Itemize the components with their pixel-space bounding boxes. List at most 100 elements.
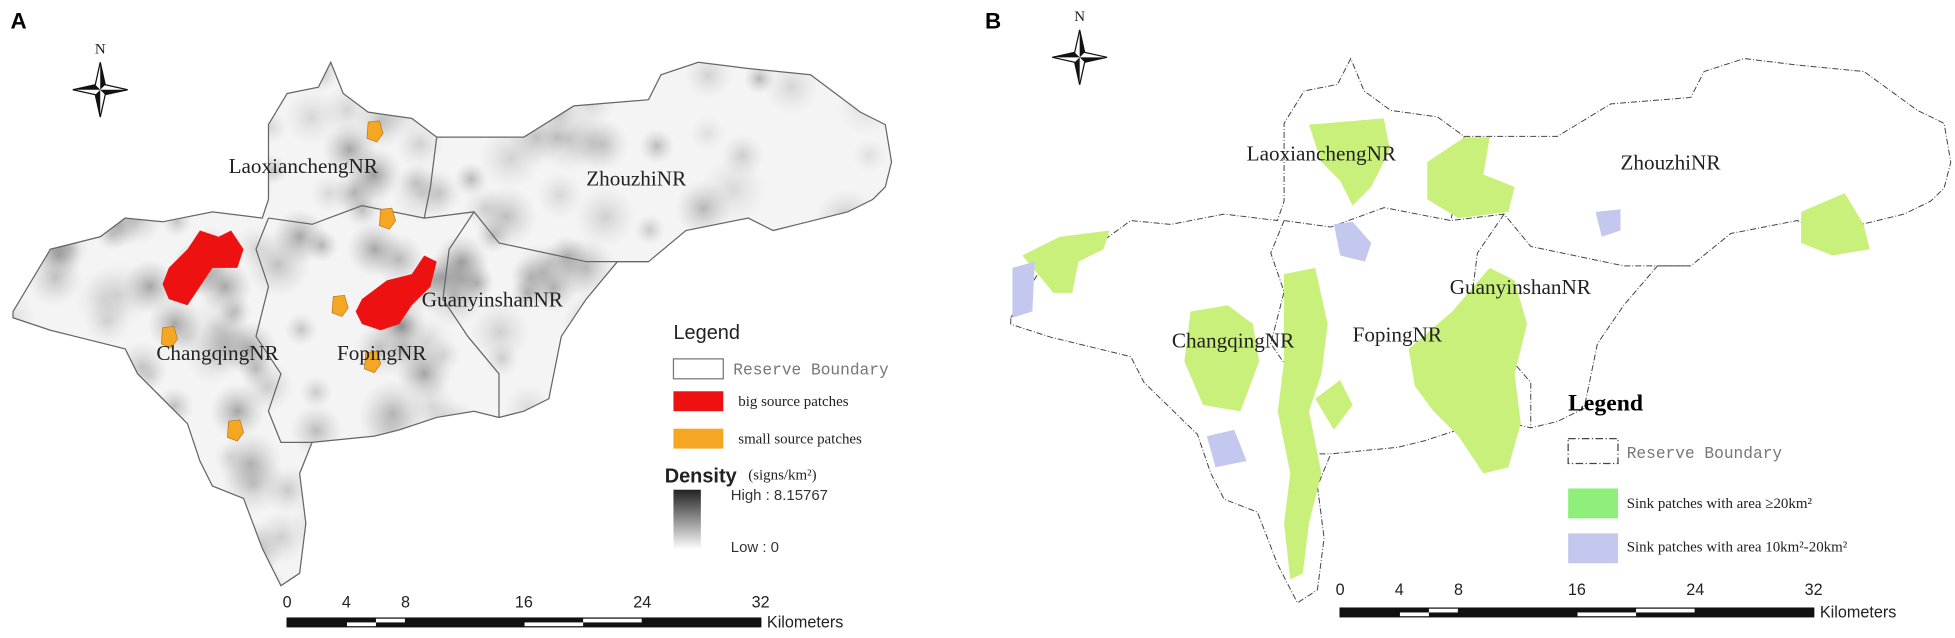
density-blob xyxy=(108,189,164,246)
legend-item: Sink patches with area 10km²-20km² xyxy=(1627,540,1848,556)
density-blob xyxy=(67,142,129,205)
large-sink-patch xyxy=(1801,193,1870,256)
density-blob xyxy=(158,546,199,586)
small-sink-patch xyxy=(1595,209,1621,237)
region-label: ChangqingNR xyxy=(156,341,279,365)
density-blob xyxy=(383,535,449,586)
density-blob xyxy=(614,325,649,360)
scale-segment xyxy=(1695,608,1814,617)
density-blob xyxy=(535,171,584,220)
small-source-patch xyxy=(160,326,178,349)
legend-item: Reserve Boundary xyxy=(733,361,889,379)
density-blob xyxy=(13,547,44,586)
density-blob xyxy=(469,301,531,363)
scale-label: 24 xyxy=(1686,581,1704,599)
density-blob xyxy=(372,525,409,563)
reserve-boundary xyxy=(255,217,313,443)
density-blob xyxy=(478,126,543,190)
density-blob xyxy=(743,63,776,95)
large-sink-patch xyxy=(1408,267,1528,474)
large-sink-patch xyxy=(1022,230,1110,293)
region-label: FopingNR xyxy=(337,341,427,365)
density-blob xyxy=(387,427,432,471)
density-blob xyxy=(636,300,676,340)
density-blob xyxy=(772,283,817,328)
scale-segment xyxy=(375,622,406,627)
density-blob xyxy=(373,80,408,115)
region-label: ZhouzhiNR xyxy=(1620,150,1721,174)
density-blob xyxy=(478,62,522,97)
density-blob xyxy=(283,88,341,146)
density-blob xyxy=(537,238,602,302)
scale-label: 16 xyxy=(1568,581,1586,599)
large-sink-patch xyxy=(1184,305,1260,412)
density-blob xyxy=(133,435,194,496)
region-label: ChangqingNR xyxy=(1172,329,1295,353)
density-blob xyxy=(108,155,157,204)
density-blob xyxy=(828,446,892,514)
density-blob xyxy=(204,539,245,579)
density-blob xyxy=(272,209,328,265)
density-blob xyxy=(222,321,278,377)
legend-item: Reserve Boundary xyxy=(1627,445,1783,463)
density-blob xyxy=(144,65,178,99)
density-blob xyxy=(572,62,604,82)
density-blob xyxy=(843,225,892,284)
density-blob xyxy=(851,556,892,586)
density-blob xyxy=(136,452,189,506)
density-blob xyxy=(406,465,460,518)
scale-label: 16 xyxy=(515,593,533,611)
density-blob xyxy=(574,186,636,248)
density-blob xyxy=(541,121,573,153)
density-blob xyxy=(104,414,158,468)
scale-segment xyxy=(1428,612,1459,617)
density-blob xyxy=(689,115,726,153)
density-blob xyxy=(314,515,375,576)
density-blob xyxy=(434,234,490,290)
density-blob xyxy=(63,421,123,481)
density-blob xyxy=(197,259,253,315)
scale-segment xyxy=(523,618,584,623)
density-blob xyxy=(851,137,887,173)
density-blob xyxy=(589,530,627,568)
region-label: GuanyinshanNR xyxy=(422,287,564,311)
region-label: LaoxianchengNR xyxy=(229,154,379,178)
density-blob xyxy=(299,375,333,410)
large-sink-patch xyxy=(1427,137,1515,219)
scale-segment xyxy=(1458,608,1577,617)
density-blob xyxy=(835,74,892,138)
density-blob xyxy=(387,492,441,546)
big-source-patch xyxy=(162,230,244,306)
density-blob xyxy=(13,334,48,395)
density-blob xyxy=(134,62,202,123)
scale-label: 32 xyxy=(1805,581,1823,599)
scale-label: 4 xyxy=(342,593,351,611)
density-blob xyxy=(396,346,452,402)
reserve-boundary xyxy=(423,136,438,219)
density-blob xyxy=(13,328,68,387)
density-blob xyxy=(86,473,149,536)
density-blob xyxy=(396,163,436,203)
density-title: Density xyxy=(665,466,737,488)
scale-segment xyxy=(1636,612,1696,617)
density-blob xyxy=(105,168,163,227)
density-low: Low : 0 xyxy=(731,539,779,556)
density-blob xyxy=(844,510,884,550)
density-high: High : 8.15767 xyxy=(731,487,828,504)
density-blob xyxy=(794,242,857,305)
density-blob xyxy=(734,295,797,358)
density-blob xyxy=(684,62,733,100)
density-blob xyxy=(123,129,164,171)
density-blob xyxy=(388,520,445,577)
density-ramp xyxy=(673,489,701,550)
density-blob xyxy=(453,465,517,529)
density-blob xyxy=(13,173,43,209)
density-blob xyxy=(642,534,674,566)
small-sink-patch xyxy=(1333,221,1372,262)
scale-segment xyxy=(346,618,376,623)
density-blob xyxy=(374,477,423,526)
density-blob xyxy=(617,496,662,541)
density-blob xyxy=(13,114,64,173)
density-blob xyxy=(198,500,248,550)
